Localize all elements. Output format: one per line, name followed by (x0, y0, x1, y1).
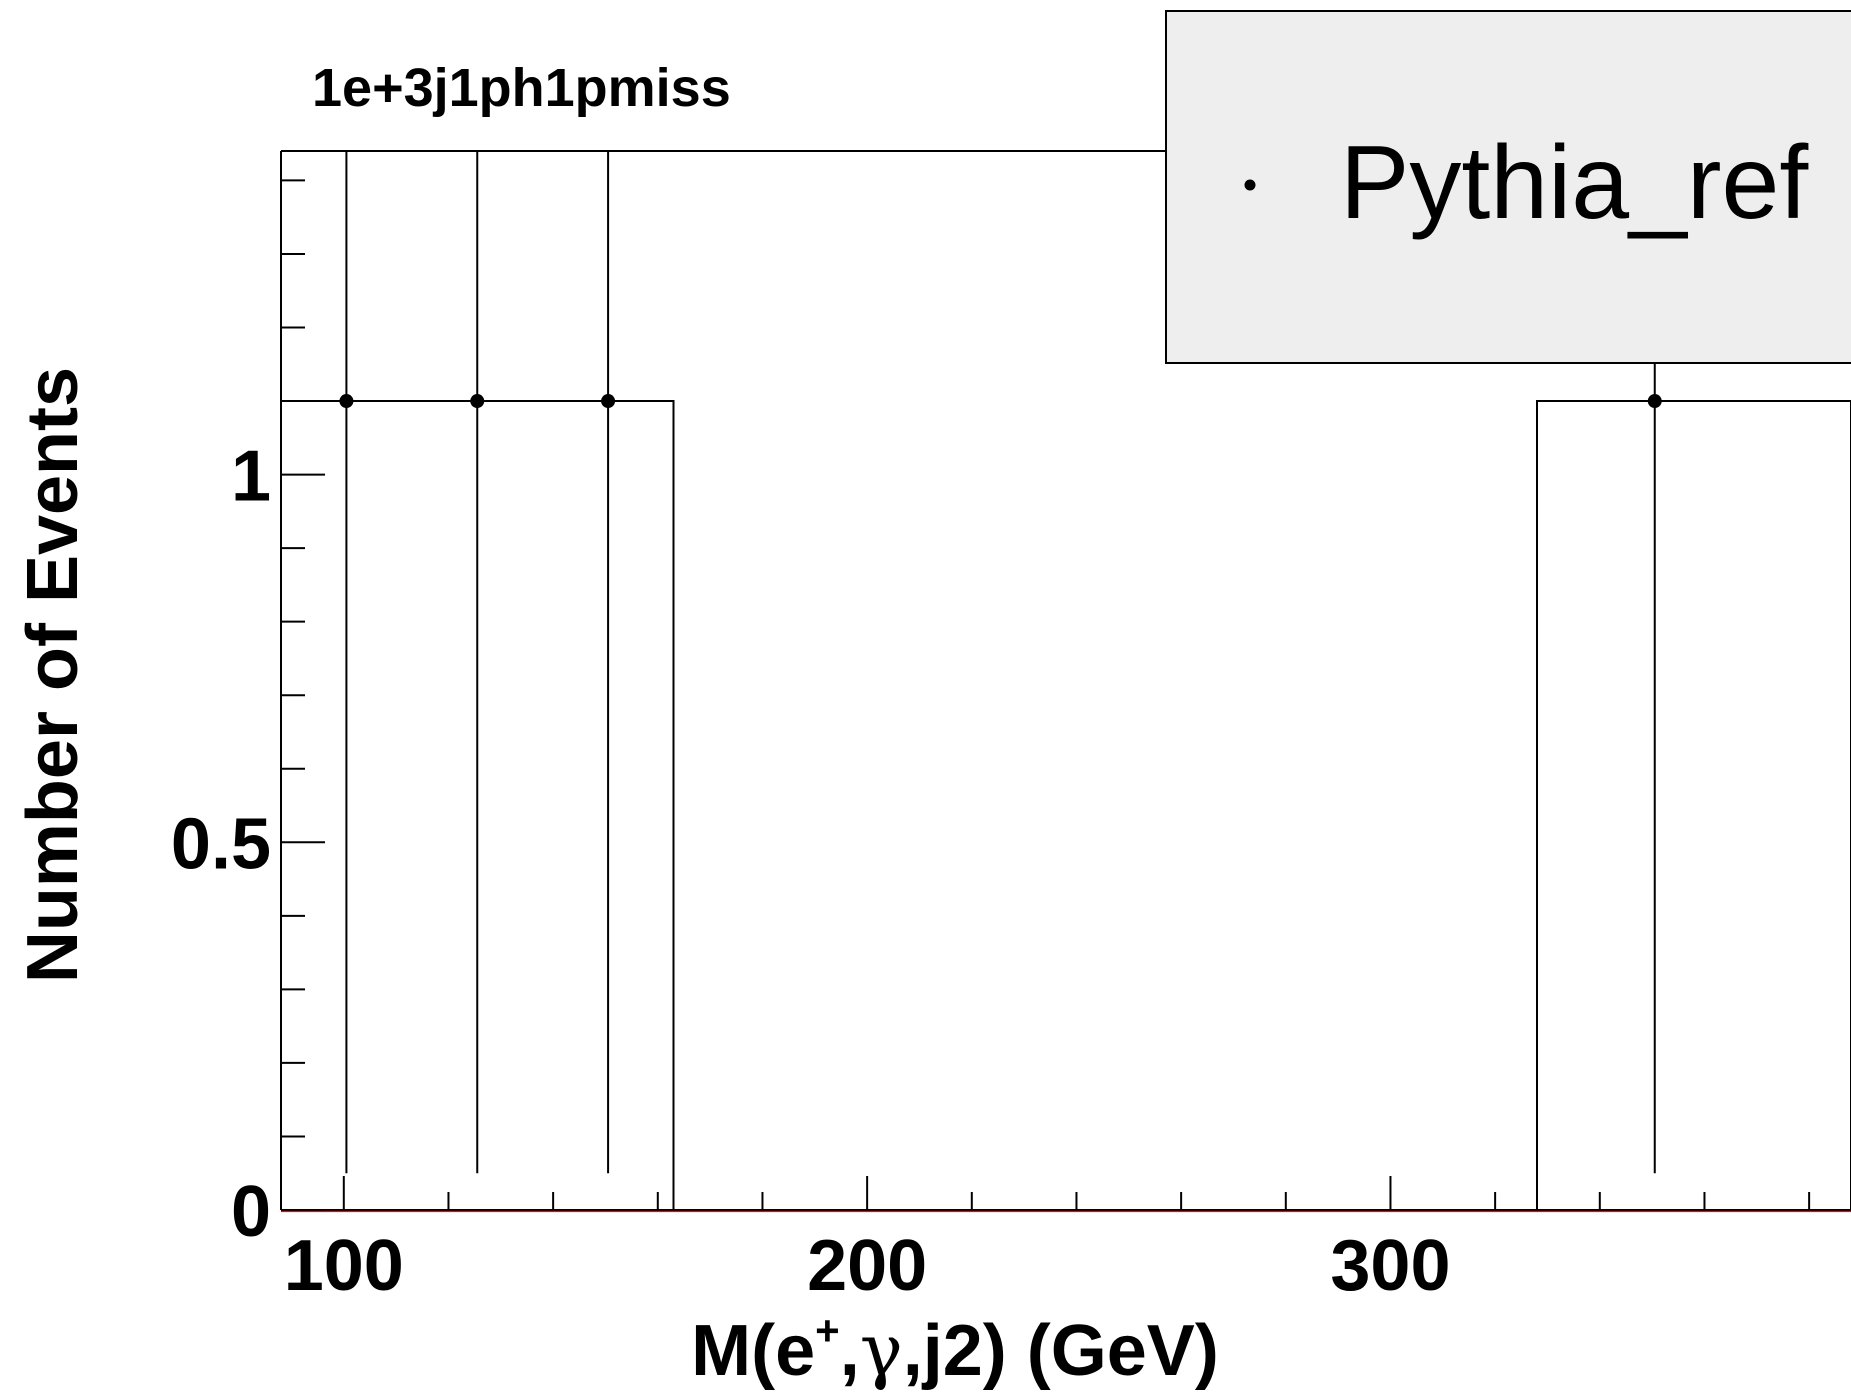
legend-label-pythia-ref: Pythia_ref (1340, 125, 1809, 241)
legend-marker (1244, 179, 1256, 191)
legend: Pythia_ref (1165, 10, 1851, 364)
histogram-bin (1536, 400, 1851, 1210)
x-tick-label: 300 (1330, 1226, 1450, 1306)
y-tick-label: 0 (231, 1172, 271, 1252)
legend-box (1165, 10, 1851, 364)
chart-title: 1e+3j1ph1pmiss (312, 58, 731, 118)
histogram-outline (280, 400, 1851, 1210)
data-point (1647, 394, 1662, 409)
x-axis-label-base: M(e (691, 1311, 815, 1391)
data-point (601, 394, 616, 409)
x-axis-label: M(e+,γ,j2) (GeV) (691, 1307, 1219, 1392)
data-point (339, 394, 354, 409)
y-tick-label: 0.5 (171, 804, 271, 884)
y-axis-label: Number of Events (13, 367, 93, 983)
x-axis-label-comma: , (840, 1311, 860, 1391)
x-tick-label: 200 (807, 1226, 927, 1306)
x-axis: 100 200 300 (281, 1176, 1851, 1306)
x-axis-label-superscript: + (815, 1307, 840, 1354)
x-tick-label: 100 (284, 1226, 404, 1306)
y-tick-label: 1 (231, 437, 271, 517)
y-axis: 00.51 (171, 179, 325, 1252)
data-point (470, 394, 485, 409)
x-axis-label-gamma: γ (860, 1308, 903, 1392)
x-axis-label-tail: ,j2) (GeV) (903, 1311, 1219, 1391)
